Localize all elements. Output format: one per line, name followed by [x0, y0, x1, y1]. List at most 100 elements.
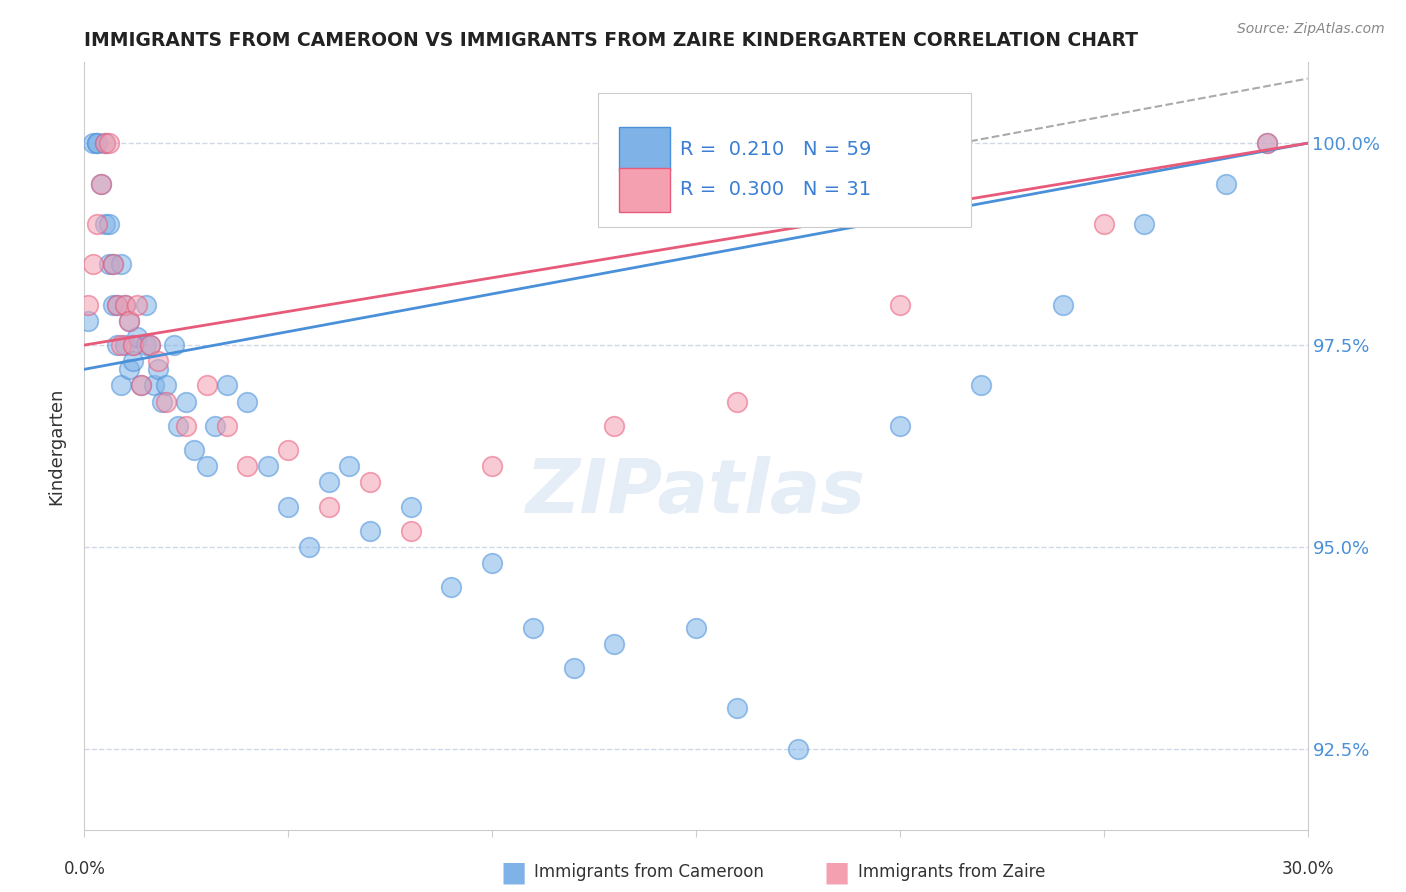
- Point: [118, 314, 141, 328]
- Point: [195, 459, 218, 474]
- Point: [82, 136, 104, 151]
- Point: [359, 524, 381, 538]
- Text: ZIPatlas: ZIPatlas: [526, 456, 866, 529]
- Point: [167, 418, 190, 433]
- Point: [195, 378, 218, 392]
- Point: [481, 556, 503, 570]
- Point: [122, 338, 145, 352]
- Point: [1256, 136, 1278, 151]
- Point: [86, 136, 108, 151]
- Point: [339, 459, 361, 474]
- Point: [131, 378, 153, 392]
- Point: [163, 338, 186, 352]
- Point: [138, 338, 160, 352]
- Point: [77, 314, 100, 328]
- Point: [603, 418, 626, 433]
- Point: [93, 136, 115, 151]
- Point: [155, 394, 177, 409]
- Point: [93, 136, 115, 151]
- Point: [97, 217, 120, 231]
- Point: [217, 378, 239, 392]
- Point: [174, 418, 197, 433]
- Point: [277, 500, 299, 514]
- FancyBboxPatch shape: [619, 168, 671, 212]
- Point: [122, 338, 145, 352]
- Point: [86, 217, 108, 231]
- Point: [204, 418, 226, 433]
- Point: [155, 378, 177, 392]
- Point: [970, 378, 993, 392]
- Text: ■: ■: [824, 858, 849, 887]
- Text: IMMIGRANTS FROM CAMEROON VS IMMIGRANTS FROM ZAIRE KINDERGARTEN CORRELATION CHART: IMMIGRANTS FROM CAMEROON VS IMMIGRANTS F…: [84, 30, 1139, 50]
- Point: [889, 418, 911, 433]
- Point: [114, 298, 136, 312]
- Point: [1133, 217, 1156, 231]
- Point: [105, 298, 128, 312]
- Text: 0.0%: 0.0%: [63, 860, 105, 879]
- Point: [236, 459, 259, 474]
- Point: [135, 338, 157, 352]
- Point: [522, 621, 544, 635]
- Point: [440, 580, 463, 594]
- Point: [86, 136, 108, 151]
- Point: [150, 394, 173, 409]
- Point: [101, 298, 124, 312]
- Point: [1256, 136, 1278, 151]
- Point: [481, 459, 503, 474]
- FancyBboxPatch shape: [619, 127, 671, 171]
- Point: [889, 298, 911, 312]
- Text: Immigrants from Zaire: Immigrants from Zaire: [858, 863, 1045, 881]
- Point: [146, 354, 169, 368]
- Point: [1052, 298, 1074, 312]
- Point: [97, 257, 120, 271]
- Point: [236, 394, 259, 409]
- Point: [118, 314, 141, 328]
- Point: [135, 298, 157, 312]
- Point: [101, 257, 124, 271]
- Point: [183, 443, 205, 458]
- FancyBboxPatch shape: [598, 93, 972, 227]
- Point: [77, 298, 100, 312]
- Point: [603, 637, 626, 651]
- Text: ■: ■: [501, 858, 526, 887]
- Point: [174, 394, 197, 409]
- Point: [97, 136, 120, 151]
- Point: [90, 177, 112, 191]
- Point: [399, 500, 422, 514]
- Point: [138, 338, 160, 352]
- Point: [127, 298, 149, 312]
- Point: [277, 443, 299, 458]
- Point: [217, 418, 239, 433]
- Point: [1092, 217, 1115, 231]
- Point: [725, 394, 748, 409]
- Point: [399, 524, 422, 538]
- Point: [110, 378, 132, 392]
- Point: [110, 257, 132, 271]
- Point: [359, 475, 381, 490]
- Text: 30.0%: 30.0%: [1281, 860, 1334, 879]
- Point: [787, 741, 810, 756]
- Point: [122, 354, 145, 368]
- Point: [90, 177, 112, 191]
- Point: [298, 540, 321, 554]
- Point: [105, 298, 128, 312]
- Point: [318, 500, 340, 514]
- Text: Immigrants from Cameroon: Immigrants from Cameroon: [534, 863, 763, 881]
- Point: [82, 257, 104, 271]
- Text: Source: ZipAtlas.com: Source: ZipAtlas.com: [1237, 22, 1385, 37]
- Point: [114, 338, 136, 352]
- Point: [142, 378, 165, 392]
- Point: [257, 459, 280, 474]
- Point: [318, 475, 340, 490]
- Point: [685, 621, 707, 635]
- Point: [110, 338, 132, 352]
- Text: R =  0.210   N = 59: R = 0.210 N = 59: [681, 140, 872, 159]
- Point: [146, 362, 169, 376]
- Point: [562, 661, 585, 675]
- Point: [101, 257, 124, 271]
- Point: [93, 217, 115, 231]
- Point: [131, 378, 153, 392]
- Y-axis label: Kindergarten: Kindergarten: [48, 387, 66, 505]
- Point: [114, 298, 136, 312]
- Point: [127, 330, 149, 344]
